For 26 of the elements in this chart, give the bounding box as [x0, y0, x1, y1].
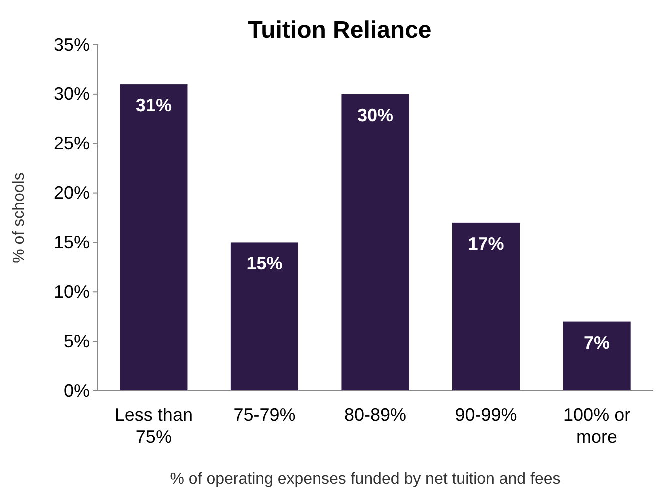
bar — [120, 84, 188, 391]
data-label: 7% — [584, 332, 610, 353]
y-tick-label: 20% — [54, 183, 90, 204]
bar — [563, 322, 631, 391]
y-tick-label: 15% — [54, 232, 90, 252]
x-tick-label: Less than 75% — [114, 405, 193, 447]
y-tick-label: 35% — [54, 34, 90, 55]
data-label: 15% — [246, 254, 283, 274]
y-axis-title: % of schools — [11, 172, 28, 264]
x-tick-label: 90-99% — [455, 405, 518, 425]
x-tick-label: 80-89% — [344, 405, 407, 425]
y-tick-label: 10% — [54, 282, 90, 302]
bar — [342, 94, 410, 391]
y-tick-label: 30% — [54, 84, 90, 104]
data-label: 17% — [468, 234, 504, 254]
chart-title: Tuition Reliance — [248, 17, 432, 44]
y-tick-label: 5% — [64, 331, 90, 352]
y-tick-label: 25% — [54, 134, 90, 154]
bar — [230, 242, 299, 391]
x-axis-title: % of operating expenses funded by net tuition and fees — [170, 471, 561, 488]
x-tick-label: 100% or more — [564, 405, 631, 447]
data-label: 30% — [357, 105, 394, 126]
bar — [452, 222, 520, 391]
x-tick-label: 75-79% — [234, 405, 296, 425]
data-label: 31% — [136, 96, 172, 116]
y-tick-label: 0% — [64, 380, 90, 401]
